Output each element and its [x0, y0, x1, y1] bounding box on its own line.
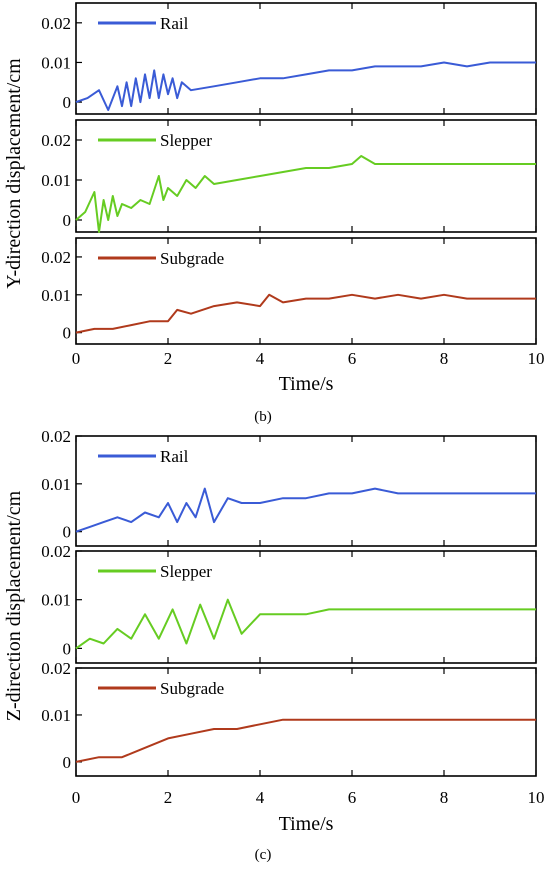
x-tick-label: 2: [164, 349, 173, 368]
x-tick-label: 0: [72, 788, 81, 807]
legend-label: Rail: [160, 14, 189, 33]
y-tick-label: 0.01: [41, 475, 71, 494]
series-line-slepper: [75, 155, 536, 233]
y-tick-label: 0: [63, 523, 72, 542]
figure-caption: (b): [254, 409, 272, 425]
figure-caption: (c): [255, 847, 272, 863]
legend-label: Subgrade: [160, 249, 224, 268]
x-tick-label: 8: [440, 349, 449, 368]
y-tick-label: 0.02: [41, 542, 71, 561]
y-tick-label: 0.02: [41, 131, 71, 150]
x-axis-title: Time/s: [279, 813, 334, 835]
plot-frame: [75, 667, 537, 777]
y-tick-label: 0: [63, 753, 72, 772]
series-line-rail: [75, 487, 536, 533]
y-tick-label: 0: [63, 639, 72, 658]
series-line-subgrade: [75, 718, 536, 763]
series-line-slepper: [75, 598, 536, 650]
y-tick-label: 0.01: [41, 286, 71, 305]
legend-label: Slepper: [160, 131, 212, 150]
y-tick-label: 0.01: [41, 171, 71, 190]
y-tick-label: 0: [63, 211, 72, 230]
x-tick-label: 6: [348, 349, 357, 368]
y-tick-label: 0.02: [41, 248, 71, 267]
y-tick-label: 0.02: [41, 427, 71, 446]
y-axis-title: Z-direction displacement/cm: [3, 490, 25, 721]
series-line-subgrade: [75, 293, 536, 334]
x-tick-label: 10: [528, 788, 545, 807]
y-tick-label: 0.01: [41, 706, 71, 725]
plot-frame: [75, 550, 537, 664]
x-tick-label: 2: [164, 788, 173, 807]
plot-frame: [75, 119, 537, 233]
y-axis-title: Y-direction displacement/cm: [3, 58, 25, 289]
plot-frame: [75, 237, 537, 345]
legend-label: Slepper: [160, 562, 212, 581]
y-tick-label: 0: [63, 324, 72, 343]
x-tick-label: 10: [528, 349, 545, 368]
legend-label: Subgrade: [160, 679, 224, 698]
plot-frame: [75, 2, 537, 115]
x-tick-label: 8: [440, 788, 449, 807]
x-tick-label: 4: [256, 788, 265, 807]
x-tick-label: 0: [72, 349, 81, 368]
x-tick-label: 4: [256, 349, 265, 368]
y-tick-label: 0.01: [41, 591, 71, 610]
y-tick-label: 0: [63, 93, 72, 112]
x-axis-title: Time/s: [279, 373, 334, 395]
x-tick-label: 6: [348, 788, 357, 807]
y-tick-label: 0.01: [41, 53, 71, 72]
plot-frame: [75, 435, 537, 547]
series-line-rail: [75, 61, 536, 111]
y-tick-label: 0.02: [41, 14, 71, 33]
legend-label: Rail: [160, 447, 189, 466]
y-tick-label: 0.02: [41, 659, 71, 678]
